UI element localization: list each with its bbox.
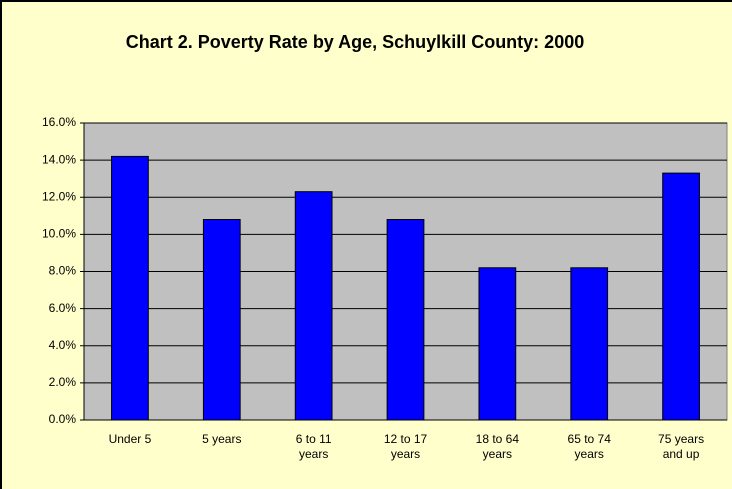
x-tick-label: 12 to 17 years — [383, 432, 428, 461]
bar — [478, 267, 517, 421]
bar — [202, 219, 241, 421]
y-tick-label: 4.0% — [49, 338, 77, 352]
chart-title: Chart 2. Poverty Rate by Age, Schuylkill… — [125, 32, 585, 52]
y-tick-label: 0.0% — [49, 412, 77, 426]
x-tick-label: Under 5 — [108, 432, 152, 446]
y-tick-label: 2.0% — [49, 375, 77, 389]
y-tick-label: 6.0% — [49, 301, 77, 315]
x-tick-label: 18 to 64 years — [475, 432, 520, 461]
y-tick-label: 14.0% — [42, 152, 76, 166]
y-tick-label: 16.0% — [42, 115, 76, 129]
x-tick-label: 6 to 11 years — [295, 432, 332, 461]
bar — [570, 267, 609, 421]
x-tick-label: 65 to 74 years — [567, 432, 611, 461]
y-tick-label: 12.0% — [42, 189, 76, 203]
x-tick-label: 75 years and up — [658, 432, 705, 461]
bar — [111, 155, 149, 421]
y-tick-label: 8.0% — [49, 264, 77, 278]
x-tick-label: 5 years — [202, 432, 242, 446]
bar — [294, 191, 333, 421]
bar — [662, 172, 700, 421]
bar — [386, 219, 425, 421]
y-tick-label: 10.0% — [42, 227, 76, 241]
